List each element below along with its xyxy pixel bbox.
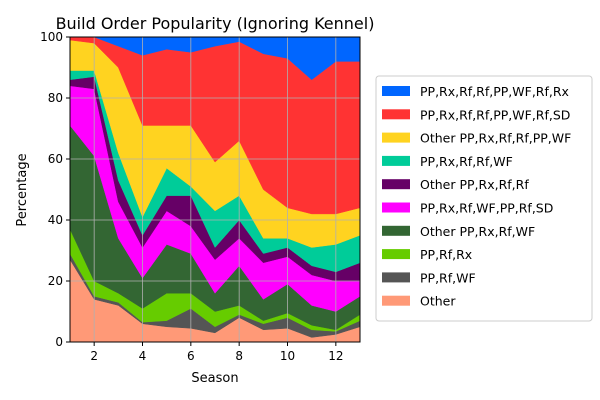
- x-tick-label: 2: [90, 349, 98, 363]
- legend-swatch: [382, 179, 410, 190]
- legend-swatch: [382, 109, 410, 120]
- y-tick-label: 40: [48, 213, 63, 227]
- axes-frame: [69, 36, 361, 343]
- legend-label: Other PP,Rx,Rf,WF: [420, 224, 535, 239]
- legend-swatch: [382, 295, 410, 306]
- legend-swatch: [382, 249, 410, 260]
- y-tick-label: 60: [48, 152, 63, 166]
- y-tick-label: 80: [48, 91, 63, 105]
- legend-label: PP,Rx,Rf,Rf,PP,WF,Rf,SD: [420, 107, 570, 122]
- legend-label: PP,Rf,Rx: [420, 247, 472, 262]
- legend-label: PP,Rx,Rf,Rf,WF: [420, 154, 513, 169]
- y-axis-label: Percentage: [15, 153, 30, 226]
- y-tick-label: 20: [48, 274, 63, 288]
- x-axis-label: Season: [191, 371, 238, 386]
- chart-title: Build Order Popularity (Ignoring Kennel): [56, 14, 375, 33]
- legend: PP,Rx,Rf,Rf,PP,WF,Rf,Rx PP,Rx,Rf,Rf,PP,WF…: [375, 75, 593, 322]
- legend-label: PP,Rx,Rf,WF,PP,Rf,SD: [420, 201, 553, 216]
- x-tick-label: 8: [235, 349, 243, 363]
- legend-swatch: [382, 132, 410, 143]
- y-tick-label: 0: [55, 335, 63, 349]
- legend-swatch: [382, 272, 410, 283]
- legend-label: PP,Rx,Rf,Rf,PP,WF,Rf,Rx: [420, 84, 569, 99]
- legend-label: Other PP,Rx,Rf,Rf: [420, 177, 529, 192]
- x-tick-label: 12: [328, 349, 343, 363]
- legend-swatch: [382, 86, 410, 96]
- legend-frame: [375, 75, 593, 322]
- legend-label: Other: [420, 294, 456, 309]
- x-tick-label: 4: [139, 349, 147, 363]
- areas: [69, 36, 361, 343]
- legend-swatch: [382, 202, 410, 213]
- legend-swatch: [382, 225, 410, 236]
- y-tick-label: 100: [40, 30, 63, 44]
- x-tick-label: 6: [187, 349, 195, 363]
- legend-label: Other PP,Rx,Rf,Rf,PP,WF: [420, 131, 571, 146]
- legend-label: PP,Rf,WF: [420, 270, 476, 285]
- ticks: 2 4 6 8 10 12 0 20 40 60 80 100: [40, 30, 343, 363]
- legend-swatch: [382, 155, 410, 166]
- x-tick-label: 10: [280, 349, 295, 363]
